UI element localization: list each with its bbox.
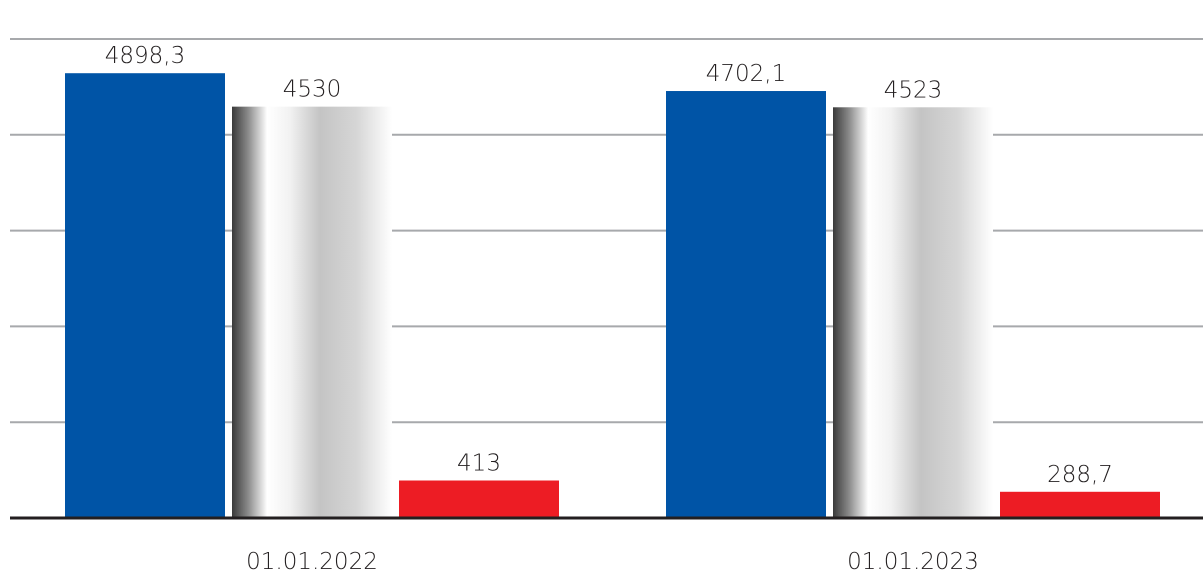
category-label: 01.01.2022 bbox=[246, 549, 378, 575]
value-label: 4523 bbox=[884, 77, 943, 103]
category-label: 01.01.2023 bbox=[847, 549, 979, 575]
value-label: 288,7 bbox=[1047, 462, 1113, 488]
bar-2-01.01.2022 bbox=[232, 106, 392, 518]
category-labels: 01.01.2022 01.01.2023 bbox=[246, 549, 979, 575]
value-label: 4530 bbox=[283, 77, 342, 103]
bar-1-01.01.2022 bbox=[65, 73, 225, 518]
bar-3-01.01.2022 bbox=[399, 480, 559, 518]
value-label: 4702,1 bbox=[706, 61, 786, 87]
bar-3-01.01.2023 bbox=[1000, 491, 1160, 518]
value-label: 4898,3 bbox=[105, 43, 185, 69]
bars bbox=[65, 73, 1160, 518]
value-label: 413 bbox=[457, 450, 501, 476]
bar-2-01.01.2023 bbox=[833, 107, 993, 518]
bar-1-01.01.2023 bbox=[666, 91, 826, 518]
value-labels: 4898,3 4530 413 4702,1 4523 288,7 bbox=[105, 43, 1113, 488]
